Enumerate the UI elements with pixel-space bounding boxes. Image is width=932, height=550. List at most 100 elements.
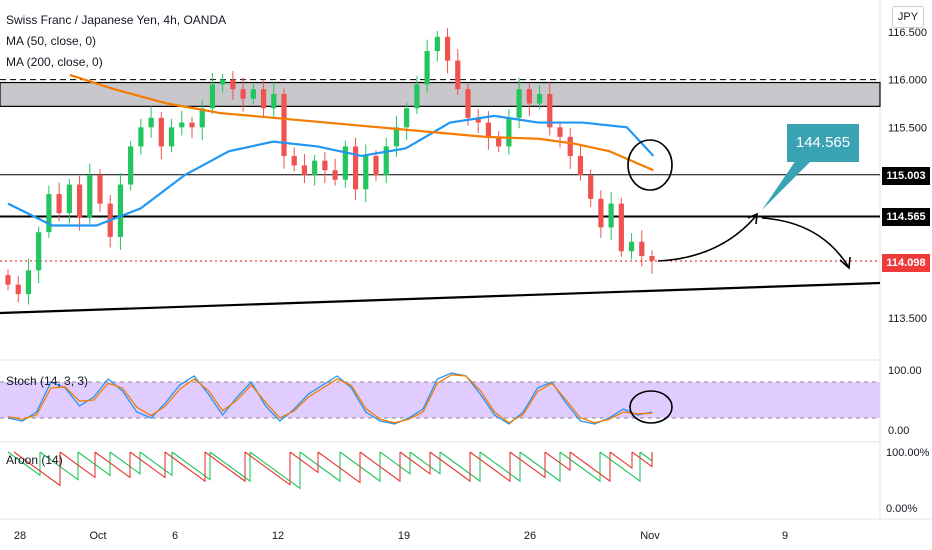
candle [97, 175, 103, 204]
candle [536, 93, 543, 104]
candle [117, 184, 124, 237]
candle [87, 175, 93, 218]
candle [516, 89, 522, 118]
price-axis-label: 115.500 [888, 122, 927, 134]
aroon-up-line [7, 451, 653, 490]
aroon-axis-label: 0.00% [886, 503, 917, 515]
candle [322, 160, 328, 171]
candle [5, 275, 11, 285]
candle [485, 122, 492, 137]
candle [271, 93, 277, 109]
candle [36, 232, 42, 271]
price-axis-label: 116.500 [888, 27, 927, 39]
candle [312, 160, 318, 175]
candle [199, 108, 205, 128]
arrowhead [839, 256, 851, 270]
candle [455, 60, 461, 90]
candle [342, 146, 348, 180]
stoch-axis-label: 100.00 [888, 365, 922, 377]
candle [46, 194, 52, 233]
time-axis-label: 28 [14, 530, 26, 542]
time-axis-label: 19 [398, 530, 410, 542]
price-axis-label: 116.000 [888, 75, 927, 87]
candle [547, 93, 553, 128]
candle [179, 122, 185, 128]
time-axis-label: Nov [640, 530, 660, 542]
candle [434, 36, 440, 52]
price-tag-115003: 115.003 [882, 167, 930, 185]
chart-title: Swiss Franc / Japanese Yen, 4h, OANDA [6, 13, 227, 27]
candle [465, 89, 471, 118]
projection-arrow-down [761, 217, 849, 267]
candle [158, 117, 164, 147]
candle [230, 79, 236, 90]
callout-pointer [762, 160, 812, 210]
resistance-zone [0, 81, 881, 107]
ma50-line [7, 114, 655, 227]
candle [25, 270, 32, 295]
candle [414, 84, 420, 109]
aroon-label[interactable]: Aroon (14) [6, 453, 63, 467]
candle [639, 241, 645, 257]
stoch-band [0, 382, 880, 418]
candle [567, 136, 573, 156]
time-axis-label: 12 [272, 530, 284, 542]
candle [250, 89, 256, 99]
last-price-tag: 114.098 [882, 254, 930, 272]
candle [557, 127, 563, 137]
candle [373, 155, 379, 175]
stoch-label[interactable]: Stoch (14, 3, 3) [6, 374, 89, 388]
stoch-axis-label: 0.00 [888, 425, 909, 437]
candle [496, 136, 502, 147]
candle [56, 194, 62, 214]
price-tag-114565: 114.565 [882, 208, 930, 226]
candle [240, 89, 246, 99]
candle [332, 170, 338, 180]
arrowhead [747, 212, 758, 225]
candle [291, 155, 297, 166]
time-axis-label: 9 [782, 530, 788, 542]
candle [168, 127, 175, 147]
candle [649, 256, 655, 261]
ma200-line [69, 73, 654, 172]
stoch-d-line [7, 374, 653, 424]
ma-cross-circle [627, 139, 673, 191]
candle [138, 127, 144, 147]
candle [628, 241, 635, 252]
projection-arrow-up [657, 215, 757, 262]
aroon-down-line [13, 451, 653, 487]
price-axis-label: 113.500 [888, 313, 927, 325]
candle [76, 184, 83, 218]
candle [577, 155, 584, 175]
ma50-legend[interactable]: MA (50, close, 0) [6, 34, 97, 48]
candle [588, 175, 594, 199]
candle [608, 203, 614, 228]
currency-button[interactable]: JPY [892, 6, 924, 28]
candle [15, 284, 21, 295]
candle [363, 155, 369, 190]
candle [189, 122, 195, 128]
candle [424, 51, 430, 85]
candle [526, 89, 532, 104]
time-axis-label: Oct [89, 530, 106, 542]
ma200-legend[interactable]: MA (200, close, 0) [6, 55, 103, 69]
candle [148, 117, 154, 128]
stoch-circle [629, 390, 673, 424]
candle [383, 146, 389, 175]
candle [598, 198, 604, 228]
candle [444, 36, 451, 61]
candle [506, 117, 512, 147]
support-trendline [0, 281, 881, 315]
candle [260, 89, 267, 109]
candle [301, 165, 308, 175]
candle [618, 203, 624, 252]
candle [128, 146, 134, 185]
candle [281, 93, 287, 156]
price-callout: 144.565 [787, 124, 859, 162]
candle [393, 127, 400, 147]
aroon-axis-label: 100.00% [886, 447, 930, 459]
time-axis-label: 26 [524, 530, 536, 542]
candle [352, 146, 359, 190]
candle [209, 84, 216, 109]
